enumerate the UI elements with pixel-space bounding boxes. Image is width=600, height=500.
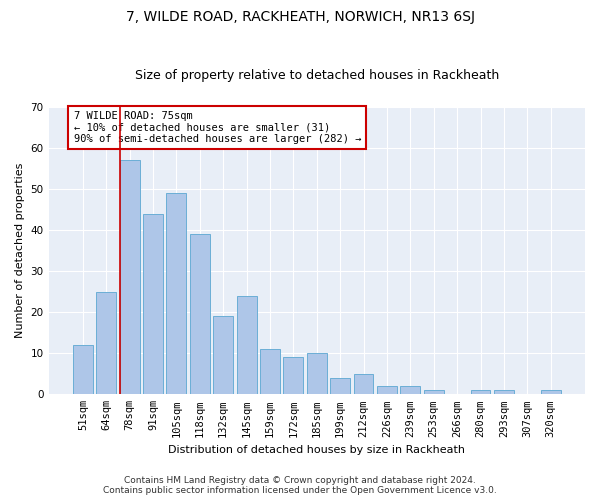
Bar — [377, 386, 397, 394]
Bar — [541, 390, 560, 394]
Bar — [494, 390, 514, 394]
Bar — [143, 214, 163, 394]
Y-axis label: Number of detached properties: Number of detached properties — [15, 163, 25, 338]
Text: 7 WILDE ROAD: 75sqm
← 10% of detached houses are smaller (31)
90% of semi-detach: 7 WILDE ROAD: 75sqm ← 10% of detached ho… — [74, 111, 361, 144]
Bar — [307, 353, 327, 395]
Bar — [120, 160, 140, 394]
Bar — [353, 374, 373, 394]
Bar — [283, 358, 304, 395]
Bar — [73, 345, 93, 395]
Bar — [400, 386, 420, 394]
Text: Contains HM Land Registry data © Crown copyright and database right 2024.
Contai: Contains HM Land Registry data © Crown c… — [103, 476, 497, 495]
Bar — [470, 390, 490, 394]
Bar — [260, 349, 280, 395]
Title: Size of property relative to detached houses in Rackheath: Size of property relative to detached ho… — [134, 69, 499, 82]
Bar — [424, 390, 443, 394]
Bar — [330, 378, 350, 394]
Bar — [97, 292, 116, 395]
X-axis label: Distribution of detached houses by size in Rackheath: Distribution of detached houses by size … — [168, 445, 465, 455]
Bar — [190, 234, 210, 394]
Bar — [166, 193, 187, 394]
Bar — [213, 316, 233, 394]
Bar — [236, 296, 257, 394]
Text: 7, WILDE ROAD, RACKHEATH, NORWICH, NR13 6SJ: 7, WILDE ROAD, RACKHEATH, NORWICH, NR13 … — [125, 10, 475, 24]
